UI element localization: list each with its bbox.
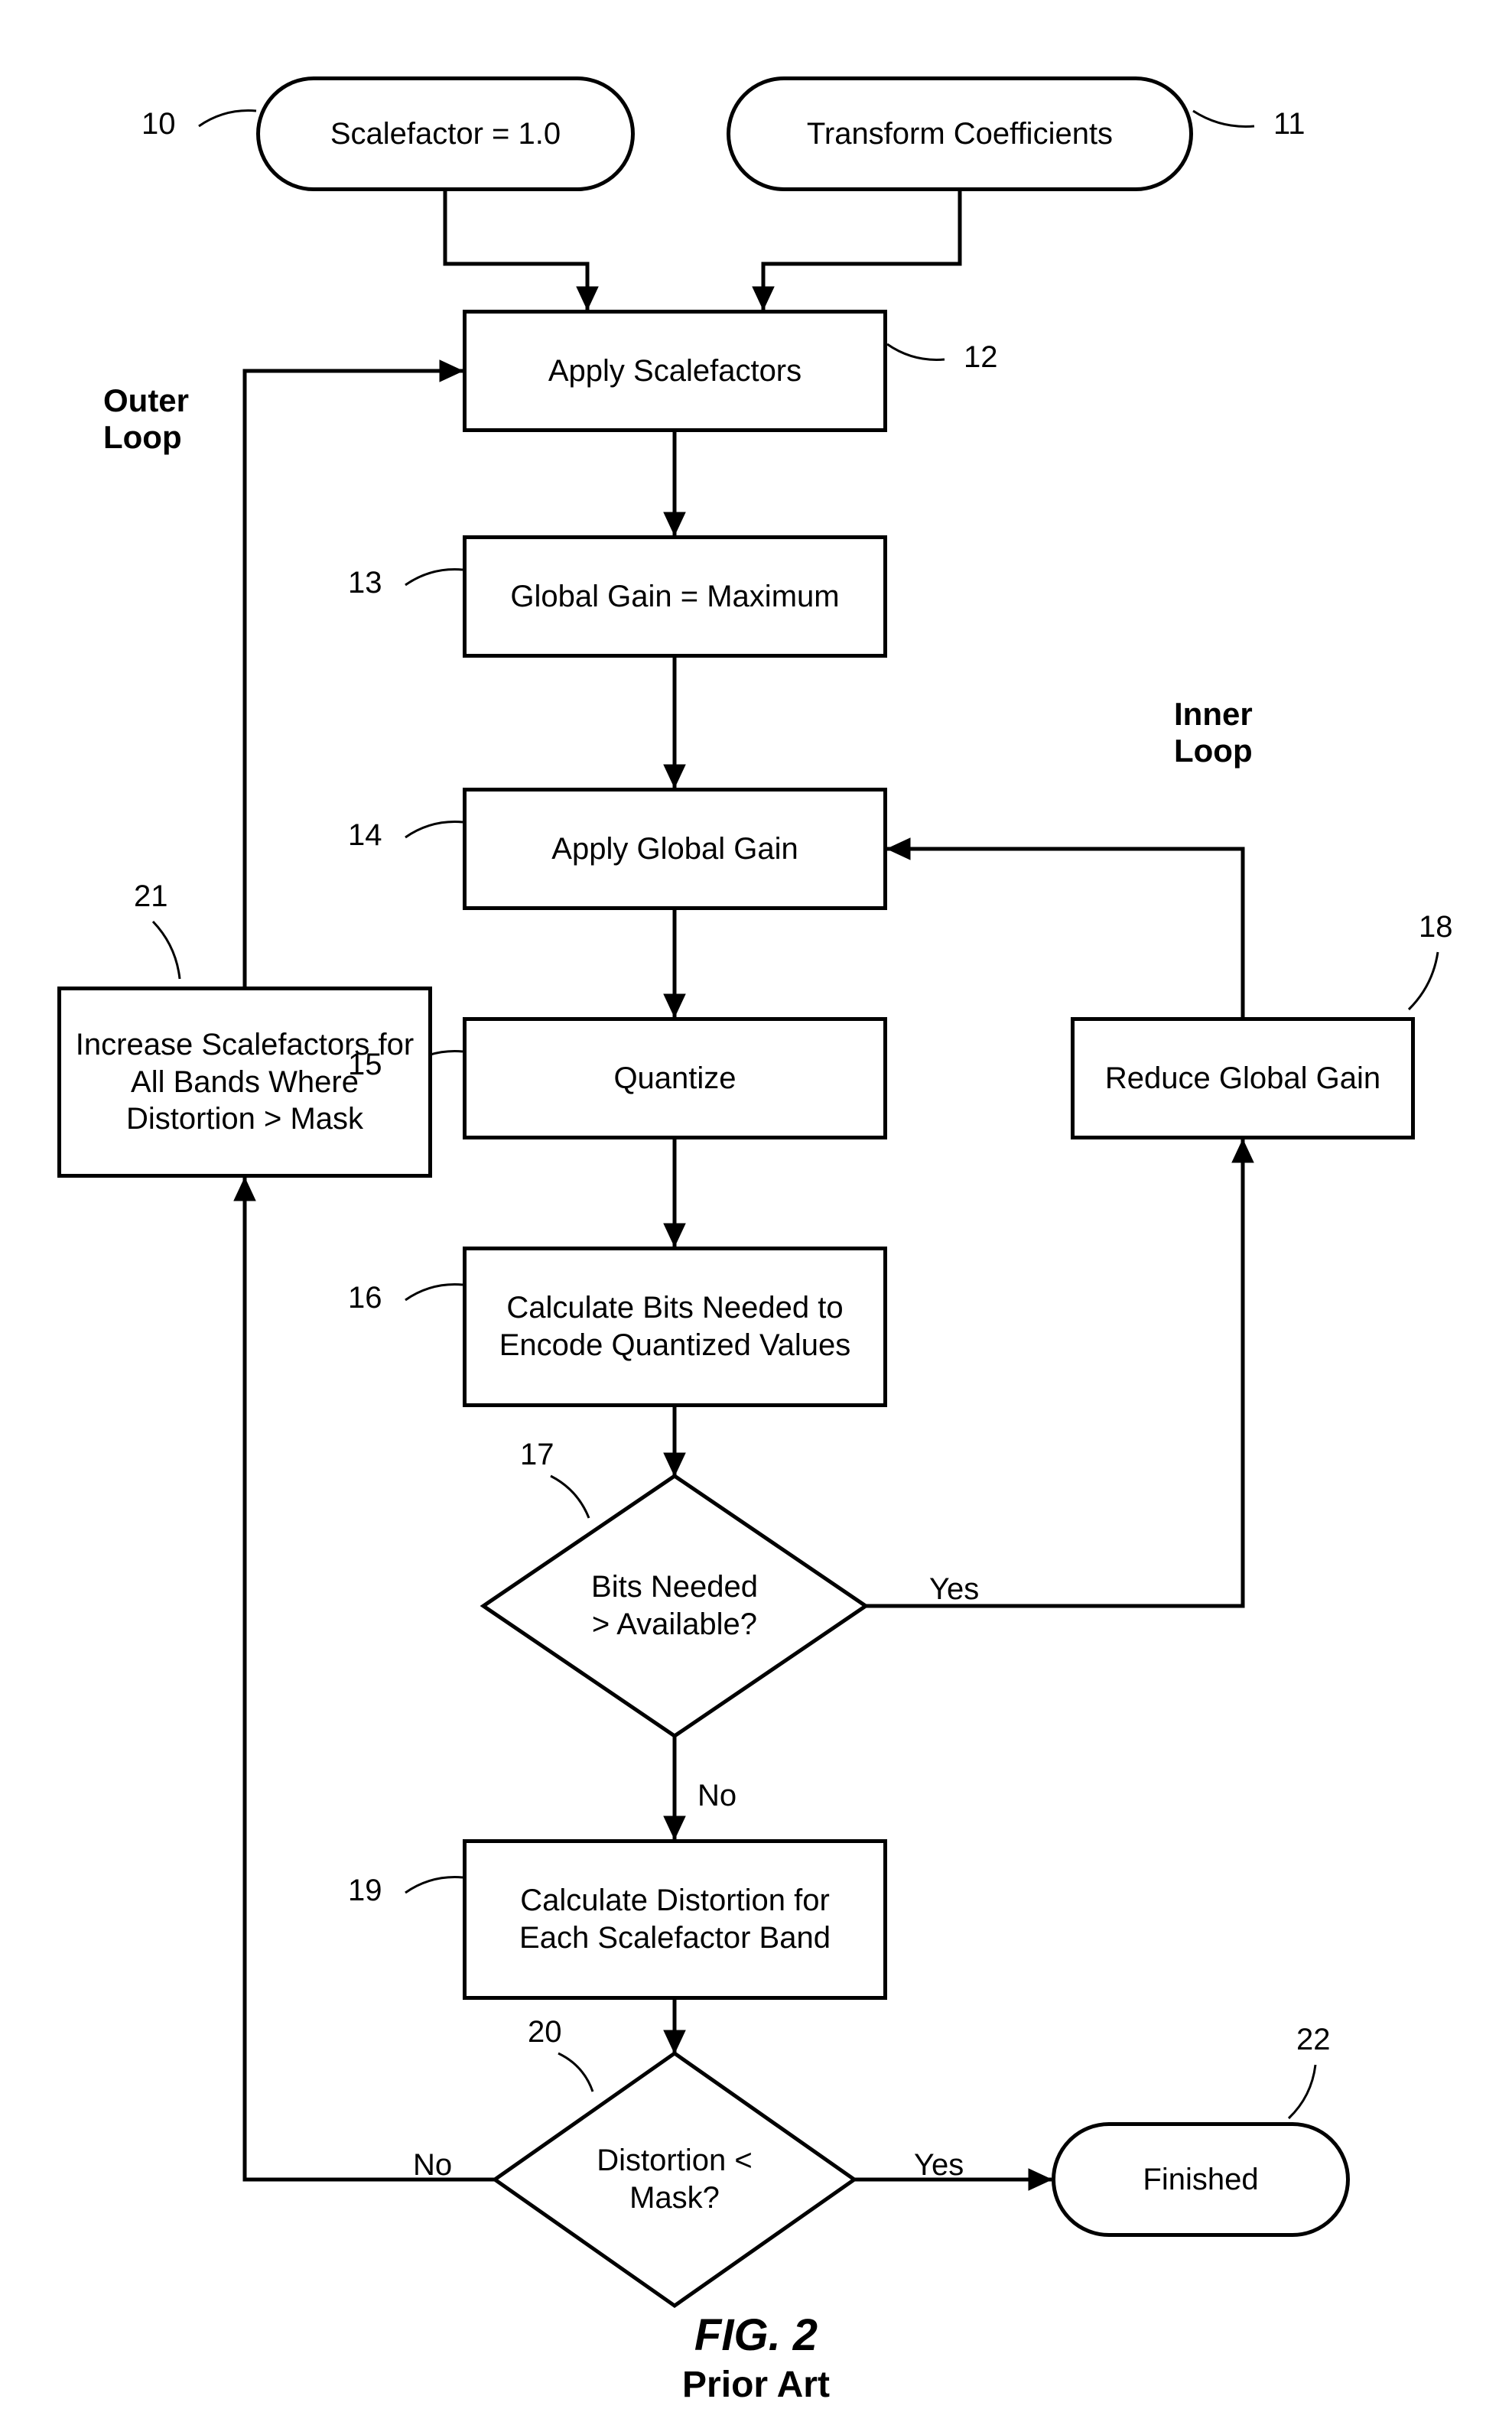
- node-label: Apply Scalefactors: [548, 353, 802, 390]
- node-label: Reduce Global Gain: [1105, 1060, 1380, 1097]
- figure-caption: FIG. 2 Prior Art: [0, 2310, 1512, 2406]
- node-n12: Apply Scalefactors: [463, 310, 887, 432]
- ref-num-n15: 15: [348, 1048, 382, 1082]
- ref-num-n19: 19: [348, 1874, 382, 1908]
- node-n13: Global Gain = Maximum: [463, 535, 887, 658]
- ref-num-n10: 10: [141, 107, 176, 141]
- node-n10: Scalefactor = 1.0: [256, 76, 635, 191]
- node-n16: Calculate Bits Needed toEncode Quantized…: [463, 1247, 887, 1407]
- ref-num-n11: 11: [1273, 107, 1306, 141]
- node-label: Quantize: [613, 1060, 736, 1097]
- node-label: Apply Global Gain: [551, 831, 798, 868]
- edge-label: No: [697, 1778, 736, 1813]
- ref-num-n22: 22: [1296, 2023, 1331, 2057]
- ref-num-n17: 17: [520, 1438, 554, 1472]
- outer-loop-label: OuterLoop: [103, 382, 189, 457]
- node-n22: Finished: [1052, 2122, 1350, 2237]
- inner-loop-label: InnerLoop: [1174, 696, 1253, 770]
- node-n20: Distortion <Mask?: [495, 2053, 854, 2306]
- node-n21: Increase Scalefactors forAll Bands Where…: [57, 987, 432, 1178]
- node-label: Transform Coefficients: [807, 115, 1113, 153]
- ref-num-n13: 13: [348, 566, 382, 600]
- edge-label: Yes: [914, 2147, 964, 2183]
- node-label: Distortion <Mask?: [597, 2142, 752, 2217]
- edge-label: Yes: [929, 1572, 979, 1607]
- ref-num-n12: 12: [964, 340, 998, 375]
- edge-label: No: [413, 2147, 452, 2183]
- figure-title: FIG. 2: [0, 2310, 1512, 2361]
- node-n18: Reduce Global Gain: [1071, 1017, 1415, 1139]
- ref-num-n20: 20: [528, 2015, 562, 2050]
- figure-subtitle: Prior Art: [0, 2364, 1512, 2406]
- node-label: Scalefactor = 1.0: [330, 115, 561, 153]
- ref-num-n16: 16: [348, 1281, 382, 1315]
- node-n17: Bits Needed> Available?: [483, 1476, 866, 1736]
- node-n15: Quantize: [463, 1017, 887, 1139]
- node-n19: Calculate Distortion forEach Scalefactor…: [463, 1839, 887, 2000]
- node-n14: Apply Global Gain: [463, 788, 887, 910]
- node-label: Global Gain = Maximum: [510, 578, 839, 616]
- node-label: Calculate Bits Needed toEncode Quantized…: [499, 1289, 851, 1364]
- node-label: Finished: [1143, 2161, 1258, 2199]
- ref-num-n14: 14: [348, 818, 382, 853]
- node-label: Bits Needed> Available?: [591, 1568, 758, 1643]
- ref-num-n18: 18: [1419, 910, 1453, 944]
- node-n11: Transform Coefficients: [727, 76, 1193, 191]
- ref-num-n21: 21: [134, 879, 168, 914]
- node-label: Calculate Distortion forEach Scalefactor…: [519, 1882, 831, 1957]
